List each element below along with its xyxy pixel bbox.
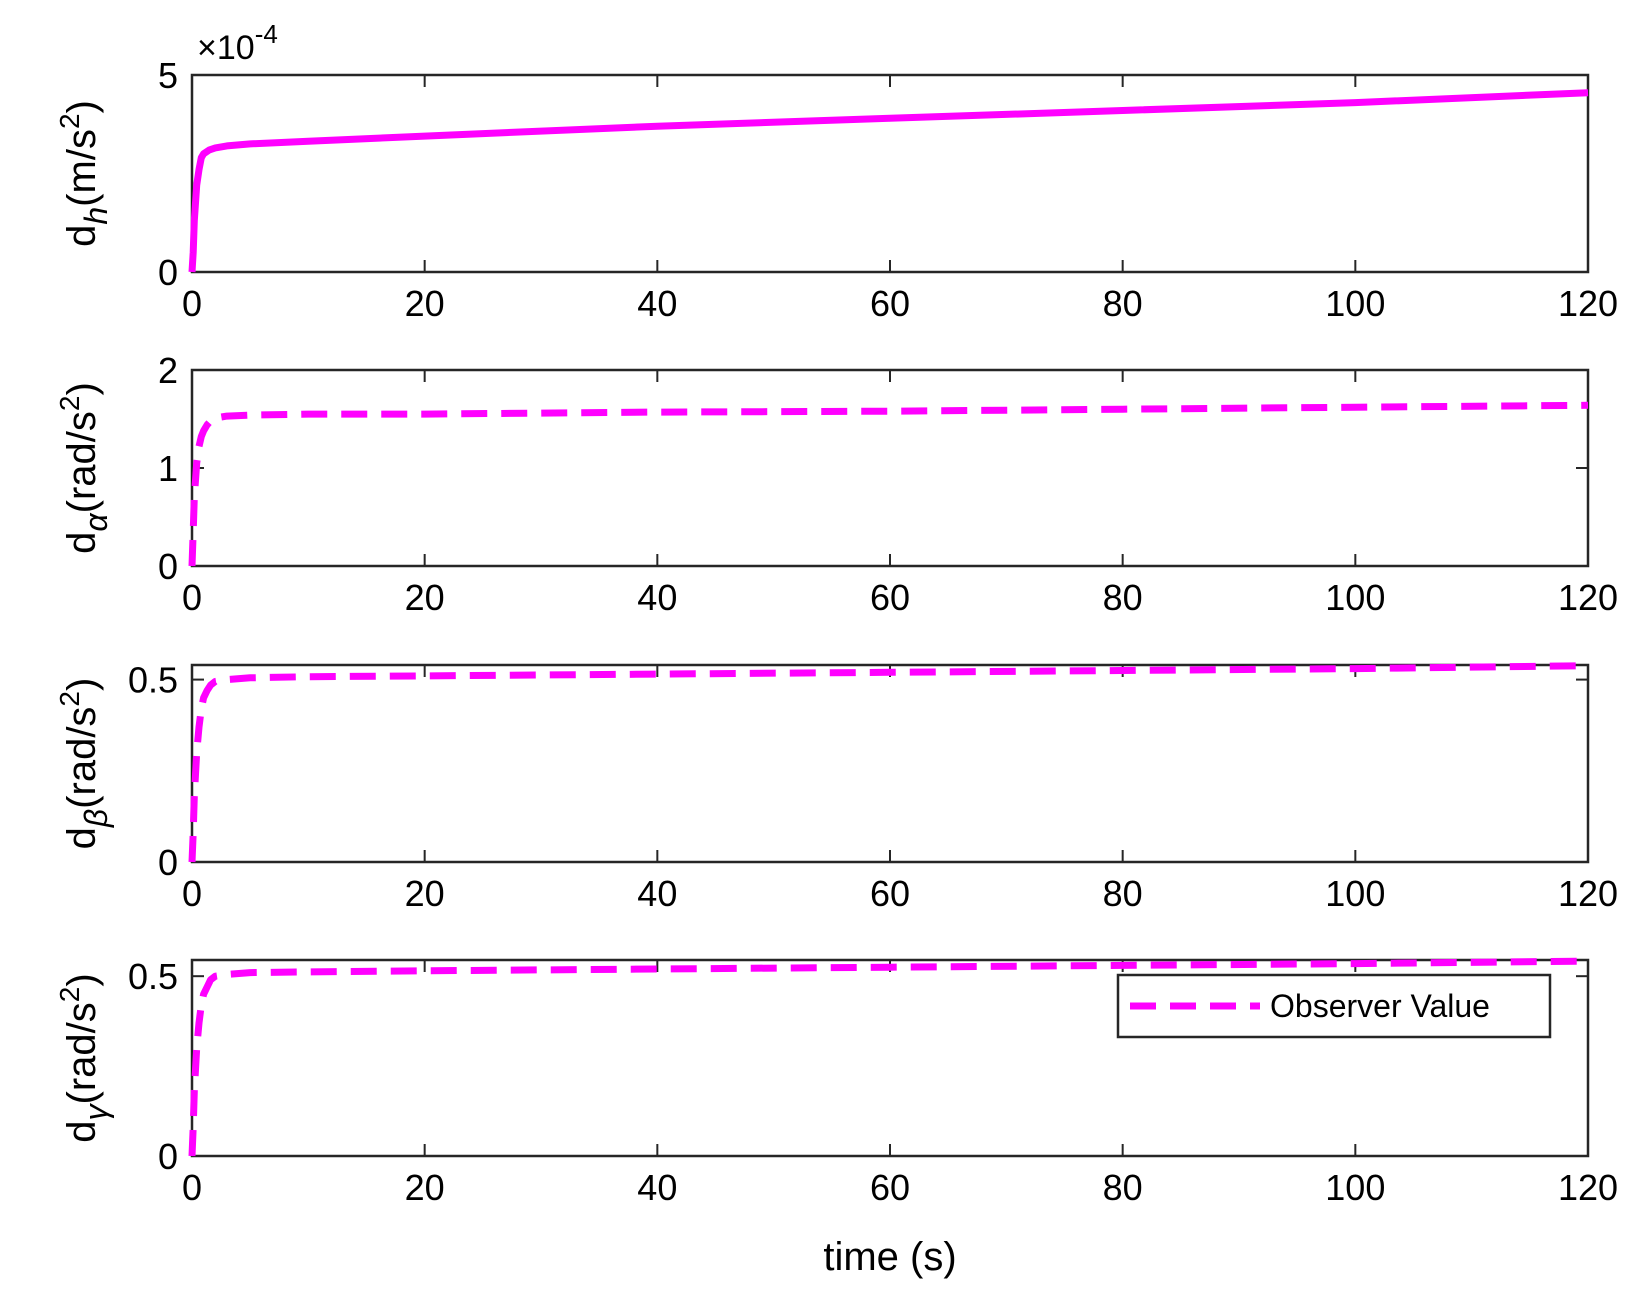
y-label-base: d: [60, 225, 104, 247]
x-tick-label: 120: [1558, 873, 1618, 914]
series-line: [188, 401, 1589, 567]
legend: Observer Value: [1116, 973, 1552, 1039]
axes-box: [190, 663, 1590, 864]
y-label-unit-pre: (rad/s: [60, 707, 104, 809]
x-tick-label: 80: [1103, 283, 1143, 324]
x-tick-label: 40: [637, 873, 677, 914]
y-label-unit-post: ): [60, 678, 104, 691]
x-tick-label: 0: [182, 873, 202, 914]
y-label-unit-post: ): [60, 973, 104, 986]
y-label-unit-post: ): [60, 382, 104, 395]
y-label-base: d: [60, 827, 104, 849]
x-tick-label: 20: [405, 577, 445, 618]
series-line: [188, 89, 1589, 273]
subplot-4: 0 20 40 60 80 100 120 0 0.5 dγ(rad/s2) Observer Va…: [54, 956, 1618, 1208]
y-exponent-label: ×10-4: [197, 19, 278, 67]
x-tick-label: 20: [405, 283, 445, 324]
axes-box: [190, 73, 1590, 274]
x-tick-label: 0: [182, 283, 202, 324]
x-tick-label: 80: [1103, 873, 1143, 914]
y-tick-label: 0.5: [128, 660, 178, 701]
x-axis-label: time (s): [823, 1235, 956, 1279]
x-tick-label: 40: [637, 577, 677, 618]
x-tick-label: 60: [870, 283, 910, 324]
x-tick-label: 60: [870, 1167, 910, 1208]
y-label-sub: α: [78, 513, 114, 532]
x-tick-label: 0: [182, 577, 202, 618]
y-label-unit-pre: (rad/s: [60, 1002, 104, 1104]
y-label-unit-sup: 2: [54, 691, 85, 707]
y-label-base: d: [60, 532, 104, 554]
y-label-unit-sup: 2: [54, 396, 85, 412]
x-tick-label: 60: [870, 577, 910, 618]
x-tick-label: 120: [1558, 283, 1618, 324]
legend-label: Observer Value: [1270, 988, 1490, 1024]
y-tick-label: 5: [158, 55, 178, 96]
y-axis-label: dh(m/s2): [54, 100, 114, 247]
exponent-base: ×10: [197, 29, 255, 67]
y-label-unit-sup: 2: [54, 987, 85, 1003]
y-label-sub: β: [78, 809, 114, 828]
subplot-1: 0 20 40 60 80 100 120 0 5 ×10-4 dh(m/s2): [54, 19, 1618, 324]
y-tick-label: 0: [158, 842, 178, 883]
x-tick-label: 120: [1558, 577, 1618, 618]
subplot-3: 0 20 40 60 80 100 120 0 0.5 dβ(rad/s2): [54, 660, 1618, 914]
x-tick-label: 20: [405, 1167, 445, 1208]
x-tick-label: 40: [637, 1167, 677, 1208]
y-tick-label: 0.5: [128, 956, 178, 997]
x-tick-label: 20: [405, 873, 445, 914]
y-tick-label: 2: [158, 350, 178, 391]
y-axis-label: dγ(rad/s2): [54, 973, 114, 1142]
axes-box: [190, 368, 1590, 568]
x-tick-label: 120: [1558, 1167, 1618, 1208]
x-tick-label: 60: [870, 873, 910, 914]
y-axis-label: dβ(rad/s2): [54, 678, 114, 850]
y-tick-label: 0: [158, 546, 178, 587]
y-axis-label: dα(rad/s2): [54, 382, 114, 554]
y-label-unit-post: ): [60, 100, 104, 113]
y-label-unit-pre: (rad/s: [60, 411, 104, 513]
x-tick-label: 100: [1325, 1167, 1385, 1208]
y-label-sub: h: [78, 207, 114, 225]
y-tick-label: 0: [158, 252, 178, 293]
y-label-sub: γ: [78, 1102, 114, 1120]
x-tick-label: 0: [182, 1167, 202, 1208]
y-tick-label: 1: [158, 448, 178, 489]
x-tick-label: 40: [637, 283, 677, 324]
y-tick-label: 0: [158, 1136, 178, 1177]
x-tick-label: 100: [1325, 577, 1385, 618]
x-tick-label: 80: [1103, 1167, 1143, 1208]
x-tick-label: 100: [1325, 873, 1385, 914]
exponent-power: -4: [255, 19, 278, 49]
x-tick-label: 100: [1325, 283, 1385, 324]
y-label-unit-sup: 2: [54, 113, 85, 129]
x-tick-label: 80: [1103, 577, 1143, 618]
y-label-unit-pre: (m/s: [60, 129, 104, 207]
y-label-base: d: [60, 1120, 104, 1142]
